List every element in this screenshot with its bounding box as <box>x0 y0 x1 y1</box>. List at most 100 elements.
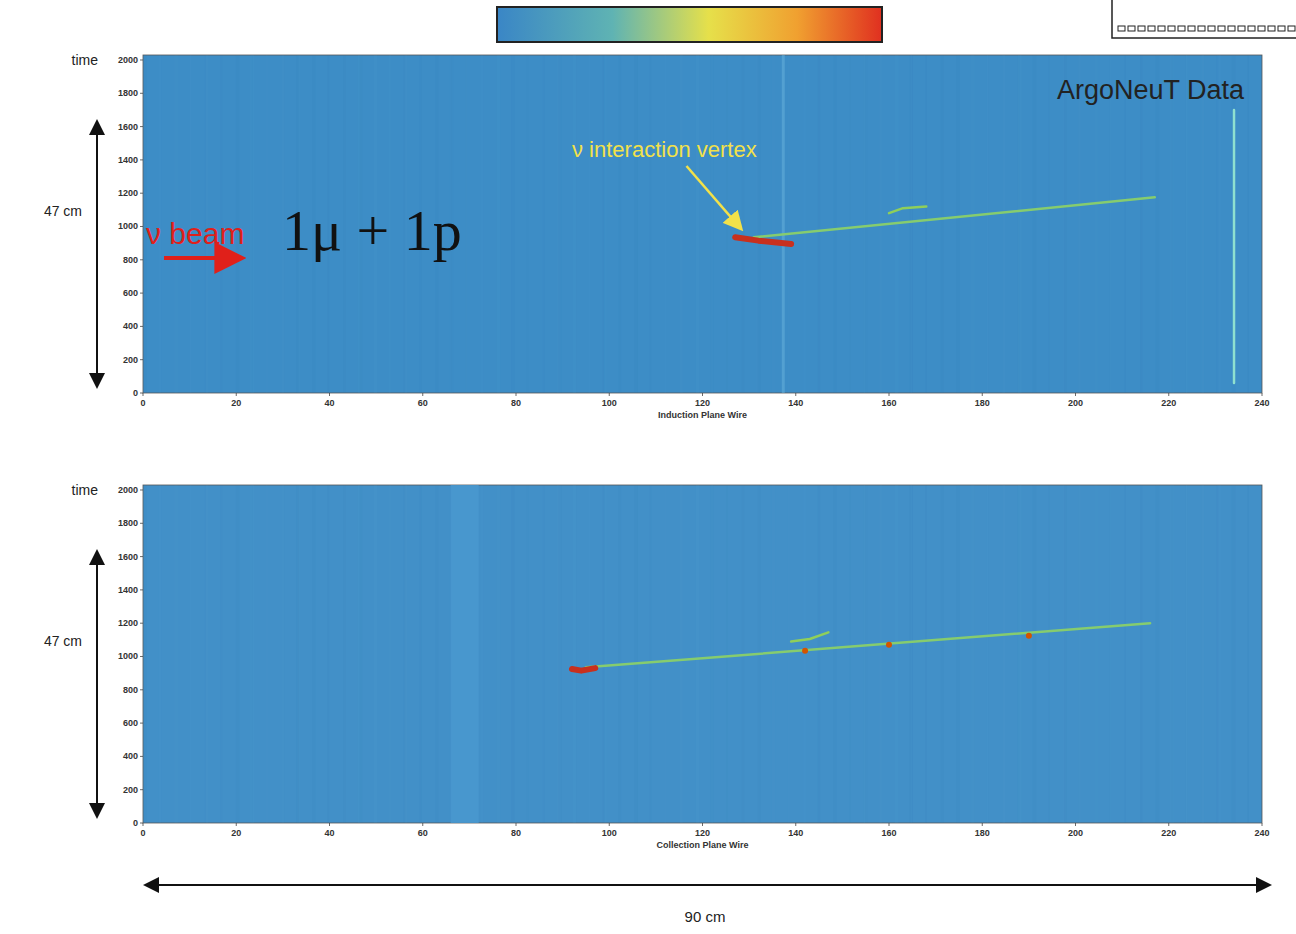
tracks <box>572 623 1150 670</box>
y-tick-label: 1400 <box>118 585 138 595</box>
track <box>791 632 828 641</box>
x-tick-label: 60 <box>418 828 428 838</box>
x-tick <box>143 823 144 826</box>
x-tick-label: 120 <box>695 398 710 408</box>
y-axis-title: time <box>72 482 99 498</box>
color-bar <box>497 7 882 42</box>
height-arrow <box>96 123 98 385</box>
y-tick-label: 400 <box>123 751 138 761</box>
hit <box>802 648 808 654</box>
x-tick <box>516 823 517 826</box>
x-tick <box>702 393 703 396</box>
track <box>572 668 595 671</box>
x-tick <box>982 393 983 396</box>
x-tick <box>1075 823 1076 826</box>
plot-area <box>143 485 1262 823</box>
x-tick <box>329 823 330 826</box>
y-tick-label: 1400 <box>118 155 138 165</box>
y-tick-label: 800 <box>123 685 138 695</box>
x-tick-label: 80 <box>511 828 521 838</box>
y-tick <box>140 523 143 524</box>
logo <box>1112 0 1296 38</box>
x-tick-label: 200 <box>1068 828 1083 838</box>
y-tick <box>140 656 143 657</box>
y-tick-label: 600 <box>123 288 138 298</box>
x-tick <box>236 823 237 826</box>
y-tick-label: 800 <box>123 255 138 265</box>
track <box>586 623 1150 667</box>
x-tick-label: 80 <box>511 398 521 408</box>
y-tick-label: 1000 <box>118 221 138 231</box>
x-tick-label: 180 <box>975 398 990 408</box>
x-tick-label: 20 <box>231 828 241 838</box>
noise <box>143 55 1249 393</box>
y-tick <box>140 193 143 194</box>
y-tick <box>140 789 143 790</box>
y-tick <box>140 823 143 824</box>
x-tick <box>422 823 423 826</box>
y-tick-label: 1200 <box>118 188 138 198</box>
y-tick-label: 2000 <box>118 485 138 495</box>
x-tick-label: 40 <box>324 398 334 408</box>
track <box>754 197 1155 237</box>
x-tick <box>143 393 144 396</box>
y-tick <box>140 126 143 127</box>
x-tick-label: 60 <box>418 398 428 408</box>
vertex-arrow <box>686 166 739 228</box>
x-tick-label: 120 <box>695 828 710 838</box>
x-tick <box>1168 823 1169 826</box>
plot-area <box>143 55 1262 393</box>
noise <box>143 485 1249 823</box>
x-tick <box>889 393 890 396</box>
x-tick-label: 220 <box>1161 828 1176 838</box>
y-tick-label: 1800 <box>118 518 138 528</box>
y-tick <box>140 393 143 394</box>
y-tick-label: 0 <box>133 388 138 398</box>
x-tick <box>702 823 703 826</box>
y-tick <box>140 59 143 60</box>
x-tick <box>1262 823 1263 826</box>
x-tick-label: 240 <box>1254 828 1269 838</box>
x-tick-label: 140 <box>788 828 803 838</box>
hit <box>1026 633 1032 639</box>
annotation: ν interaction vertex <box>572 137 757 162</box>
x-tick-label: 180 <box>975 828 990 838</box>
y-tick <box>140 293 143 294</box>
x-tick-label: 100 <box>602 828 617 838</box>
annotation: ν beam <box>146 217 244 250</box>
x-tick <box>236 393 237 396</box>
x-tick <box>1075 393 1076 396</box>
annotation: 1μ + 1p <box>282 198 462 263</box>
beam-arrow <box>164 256 238 260</box>
y-tick <box>140 756 143 757</box>
height-label: 47 cm <box>44 203 82 219</box>
y-tick <box>140 93 143 94</box>
x-tick <box>609 393 610 396</box>
x-tick-label: 0 <box>140 828 145 838</box>
y-tick-label: 1200 <box>118 618 138 628</box>
x-tick <box>422 393 423 396</box>
x-tick-label: 240 <box>1254 398 1269 408</box>
track <box>889 207 926 214</box>
y-tick-label: 400 <box>123 321 138 331</box>
y-tick-label: 200 <box>123 785 138 795</box>
y-tick <box>140 489 143 490</box>
y-tick <box>140 689 143 690</box>
y-tick <box>140 589 143 590</box>
y-tick <box>140 359 143 360</box>
track <box>735 237 791 244</box>
title: ArgoNeuT Data <box>1057 75 1245 105</box>
height-label: 47 cm <box>44 633 82 649</box>
x-tick <box>795 823 796 826</box>
y-tick <box>140 723 143 724</box>
y-tick-label: 2000 <box>118 55 138 65</box>
y-tick <box>140 159 143 160</box>
y-tick-label: 1600 <box>118 122 138 132</box>
x-tick <box>795 393 796 396</box>
y-tick-label: 1000 <box>118 651 138 661</box>
x-tick-label: 200 <box>1068 398 1083 408</box>
y-tick <box>140 556 143 557</box>
y-tick-label: 0 <box>133 818 138 828</box>
height-arrow <box>96 553 98 815</box>
y-tick <box>140 326 143 327</box>
